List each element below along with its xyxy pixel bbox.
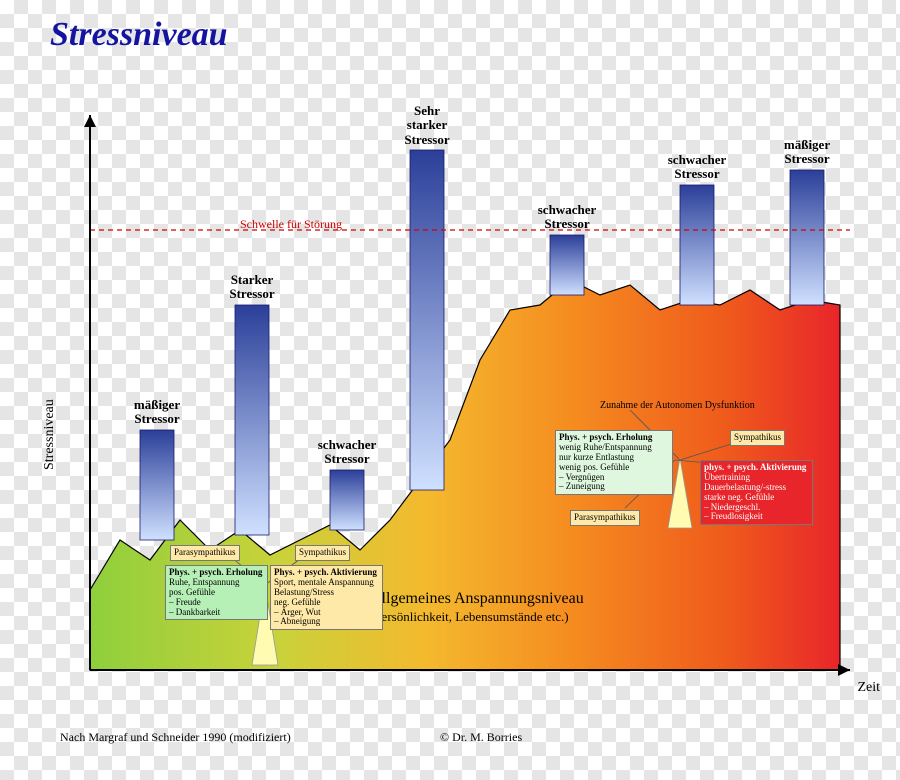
annot-sympathikus-right: Sympathikus	[730, 430, 785, 446]
bar-label: StarkerStressor	[207, 273, 297, 302]
annot-aktivierung-right: phys. + psych. Aktivierung Übertraining …	[700, 460, 813, 525]
annot-erholung-right: Phys. + psych. Erholung wenig Ruhe/Entsp…	[555, 430, 673, 495]
annot-parasympathikus-right: Parasympathikus	[570, 510, 640, 526]
annot-erholung-left: Phys. + psych. Erholung Ruhe, Entspannun…	[165, 565, 268, 620]
annot-aktivierung-left: Phys. + psych. Aktivierung Sport, mental…	[270, 565, 383, 630]
bar-label: schwacherStressor	[522, 203, 612, 232]
bar-label: schwacherStressor	[652, 153, 742, 182]
chart: mäßigerStressor StarkerStressor schwacherS…	[70, 110, 870, 700]
threshold-label: Schwelle für Störung	[240, 217, 342, 232]
x-axis-label: Zeit	[857, 680, 880, 696]
page-title: Stressniveau	[50, 16, 880, 54]
annot-parasympathikus-left: Parasympathikus	[170, 545, 240, 561]
annot-sympathikus-left: Sympathikus	[295, 545, 350, 561]
source-note: Nach Margraf und Schneider 1990 (modifiz…	[60, 730, 291, 745]
bar-label: SehrstarkerStressor	[382, 104, 472, 147]
bar-label: mäßigerStressor	[762, 138, 852, 167]
bar-label: mäßigerStressor	[112, 398, 202, 427]
baseline-label: Allgemeines Anspannungsniveau (Persönlic…	[370, 590, 584, 626]
copyright: © Dr. M. Borries	[440, 730, 522, 745]
annot-zunahme: Zunahme der Autonomen Dysfunktion	[600, 400, 755, 411]
bar-label: schwacherStressor	[302, 438, 392, 467]
y-axis-label: Stressniveau	[42, 399, 58, 470]
